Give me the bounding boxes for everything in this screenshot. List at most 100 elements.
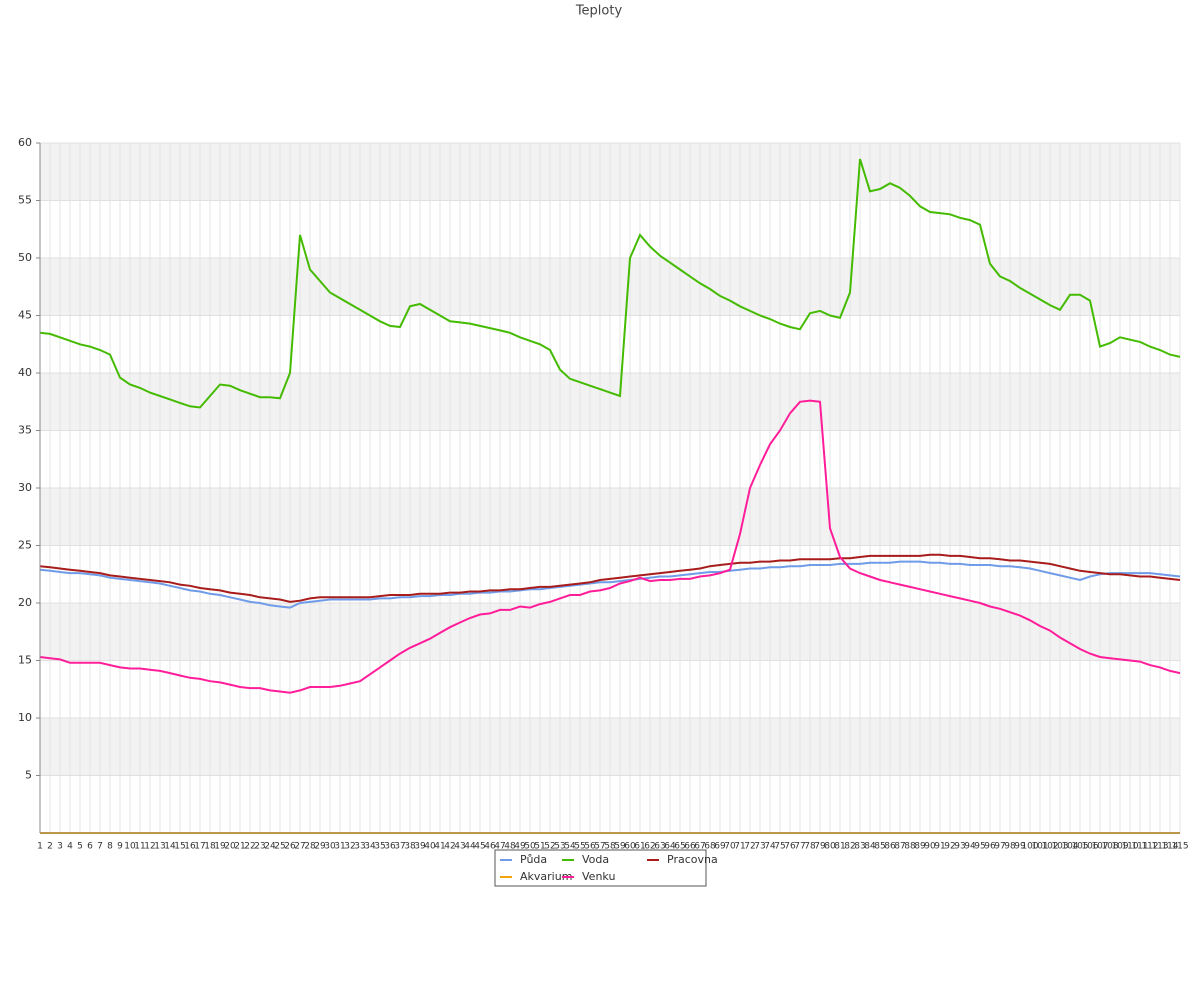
x-tick-label: 47 [494, 842, 505, 852]
y-tick-label: 55 [18, 194, 32, 207]
x-tick-label: 105 [1071, 842, 1088, 852]
y-tick-label: 25 [18, 539, 32, 552]
x-tick-label: 49 [514, 842, 526, 852]
x-tick-label: 97 [994, 842, 1005, 852]
x-tick-label: 103 [1051, 842, 1068, 852]
x-tick-label: 81 [834, 842, 845, 852]
x-tick-label: 36 [384, 842, 396, 852]
x-tick-label: 69 [714, 842, 726, 852]
x-tick-label: 39 [414, 842, 426, 852]
x-tick-label: 13 [154, 842, 165, 852]
x-tick-label: 114 [1161, 842, 1178, 852]
x-tick-label: 6 [87, 842, 93, 852]
x-tick-label: 94 [964, 842, 976, 852]
x-tick-label: 57 [594, 842, 605, 852]
x-tick-label: 41 [434, 842, 445, 852]
y-tick-label: 20 [18, 596, 32, 609]
x-tick-label: 98 [1004, 842, 1016, 852]
x-tick-label: 78 [804, 842, 816, 852]
x-tick-label: 87 [894, 842, 905, 852]
x-tick-label: 102 [1041, 842, 1058, 852]
x-tick-label: 51 [534, 842, 545, 852]
x-tick-label: 48 [504, 842, 516, 852]
x-tick-label: 71 [734, 842, 745, 852]
y-tick-label: 30 [18, 481, 32, 494]
x-tick-label: 20 [224, 842, 236, 852]
series-line [39, 560, 1181, 609]
x-tick-label: 7 [97, 842, 103, 852]
x-tick-label: 91 [934, 842, 945, 852]
y-tick-label: 15 [18, 654, 32, 667]
legend-label: Voda [582, 853, 609, 866]
x-tick-label: 24 [264, 842, 276, 852]
x-tick-label: 79 [814, 842, 826, 852]
x-tick-label: 77 [794, 842, 805, 852]
x-tick-label: 64 [664, 842, 676, 852]
x-tick-label: 22 [244, 842, 255, 852]
x-tick-label: 55 [574, 842, 585, 852]
x-tick-label: 70 [724, 842, 736, 852]
x-tick-label: 72 [744, 842, 755, 852]
y-tick-label: 50 [18, 251, 32, 264]
x-tick-label: 75 [774, 842, 785, 852]
x-tick-label: 2 [47, 842, 53, 852]
series-line [39, 553, 1181, 603]
y-tick-label: 40 [18, 366, 32, 379]
x-tick-label: 38 [404, 842, 416, 852]
x-tick-label: 21 [234, 842, 245, 852]
x-tick-label: 88 [904, 842, 916, 852]
x-tick-label: 86 [884, 842, 896, 852]
x-tick-label: 4 [67, 842, 73, 852]
x-tick-label: 68 [704, 842, 716, 852]
x-tick-label: 104 [1061, 842, 1078, 852]
x-tick-label: 111 [1131, 842, 1148, 852]
x-tick-label: 5 [77, 842, 83, 852]
x-tick-label: 28 [304, 842, 316, 852]
x-tick-label: 56 [584, 842, 596, 852]
x-tick-label: 108 [1101, 842, 1118, 852]
x-tick-label: 107 [1091, 842, 1108, 852]
x-tick-label: 34 [364, 842, 376, 852]
y-tick-label: 35 [18, 424, 32, 437]
x-tick-label: 18 [204, 842, 216, 852]
x-tick-label: 89 [914, 842, 926, 852]
x-tick-label: 15 [174, 842, 185, 852]
x-tick-label: 19 [214, 842, 226, 852]
x-tick-label: 54 [564, 842, 576, 852]
x-tick-label: 23 [254, 842, 265, 852]
x-tick-label: 76 [784, 842, 796, 852]
x-tick-label: 80 [824, 842, 836, 852]
series-line [39, 158, 1181, 409]
legend-label: Akvarium [520, 870, 572, 883]
x-tick-label: 50 [524, 842, 536, 852]
x-tick-label: 92 [944, 842, 955, 852]
y-tick-label: 60 [18, 136, 32, 149]
x-tick-label: 100 [1021, 842, 1038, 852]
x-tick-label: 37 [394, 842, 405, 852]
x-tick-label: 42 [444, 842, 455, 852]
legend-label: Pracovna [667, 853, 718, 866]
x-tick-label: 61 [634, 842, 645, 852]
x-tick-label: 85 [874, 842, 885, 852]
y-tick-label: 5 [25, 769, 32, 782]
x-tick-label: 109 [1111, 842, 1128, 852]
x-tick-label: 62 [644, 842, 655, 852]
x-tick-label: 99 [1014, 842, 1026, 852]
x-tick-label: 90 [924, 842, 936, 852]
x-tick-label: 27 [294, 842, 305, 852]
x-tick-label: 26 [284, 842, 296, 852]
x-tick-label: 46 [484, 842, 496, 852]
x-tick-label: 74 [764, 842, 776, 852]
x-tick-label: 73 [754, 842, 765, 852]
x-tick-label: 58 [604, 842, 616, 852]
x-tick-label: 63 [654, 842, 665, 852]
x-tick-label: 96 [984, 842, 996, 852]
y-tick-label: 45 [18, 309, 32, 322]
x-tick-label: 10 [124, 842, 136, 852]
chart-title: Teploty [575, 4, 623, 19]
x-tick-label: 40 [424, 842, 436, 852]
x-tick-label: 52 [544, 842, 555, 852]
x-tick-label: 16 [184, 842, 196, 852]
x-tick-label: 30 [324, 842, 336, 852]
x-tick-label: 53 [554, 842, 565, 852]
